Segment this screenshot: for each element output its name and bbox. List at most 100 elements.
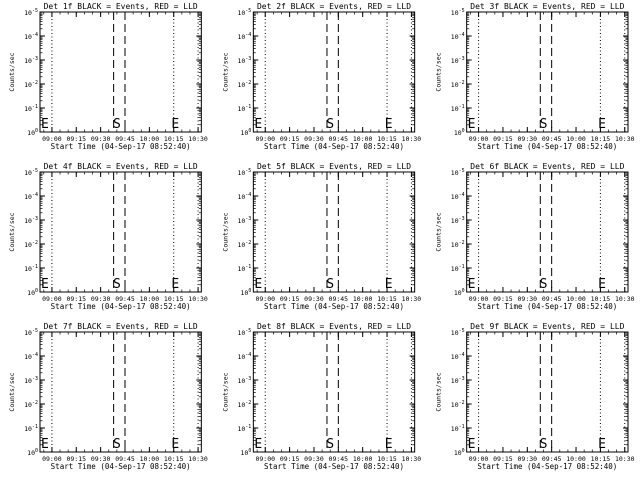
x-tick-label: 09:30 bbox=[91, 135, 111, 143]
marker-s: S bbox=[113, 437, 121, 452]
panel-title: Det 3f BLACK = Events, RED = LLD bbox=[470, 2, 624, 11]
plot-frame bbox=[466, 171, 629, 293]
y-tick-label: 10-1 bbox=[451, 424, 465, 433]
x-tick-label: 09:30 bbox=[304, 135, 324, 143]
x-tick-label: 10:30 bbox=[615, 135, 635, 143]
x-axis-label: Start Time (04-Sep-17 08:52:40) bbox=[477, 142, 617, 151]
x-tick-label: 10:00 bbox=[140, 455, 160, 463]
panel-title: Det 8f BLACK = Events, RED = LLD bbox=[257, 322, 411, 331]
x-tick-label: 09:30 bbox=[91, 295, 111, 303]
y-tick-label: 10-2 bbox=[451, 240, 465, 249]
x-axis-label: Start Time (04-Sep-17 08:52:40) bbox=[477, 302, 617, 311]
y-tick-label: 10-3 bbox=[24, 56, 38, 65]
y-tick-label: 10-3 bbox=[451, 376, 465, 385]
panel-title: Det 4f BLACK = Events, RED = LLD bbox=[44, 162, 198, 171]
y-tick-label: 10-3 bbox=[237, 376, 251, 385]
y-tick-label: 10-3 bbox=[24, 376, 38, 385]
y-tick-label: 100 bbox=[240, 448, 251, 457]
y-tick-label: 10-4 bbox=[24, 352, 38, 361]
panel-title: Det 9f BLACK = Events, RED = LLD bbox=[470, 322, 624, 331]
y-tick-label: 10-5 bbox=[24, 8, 38, 17]
x-tick-label: 10:00 bbox=[566, 295, 586, 303]
marker-e: E bbox=[171, 277, 179, 292]
y-tick-label: 10-5 bbox=[24, 328, 38, 337]
y-axis-label: Counts/sec bbox=[435, 212, 443, 251]
y-tick-label: 10-4 bbox=[237, 352, 251, 361]
y-axis-label: Counts/sec bbox=[8, 52, 16, 91]
x-tick-label: 09:00 bbox=[255, 135, 275, 143]
x-tick-label: 09:30 bbox=[518, 135, 538, 143]
y-tick-label: 100 bbox=[240, 128, 251, 137]
y-tick-label: 10-5 bbox=[237, 168, 251, 177]
x-axis-label: Start Time (04-Sep-17 08:52:40) bbox=[477, 462, 617, 471]
detector-panel: Det 7f BLACK = Events, RED = LLD 100 10-1 1… bbox=[8, 322, 208, 471]
marker-e: E bbox=[41, 437, 49, 452]
marker-s: S bbox=[326, 277, 334, 292]
y-tick-label: 10-2 bbox=[24, 400, 38, 409]
plot-frame bbox=[39, 11, 202, 133]
panel-title: Det 5f BLACK = Events, RED = LLD bbox=[257, 162, 411, 171]
detector-panel: Det 3f BLACK = Events, RED = LLD 100 10-1 1… bbox=[435, 2, 635, 151]
y-tick-label: 10-1 bbox=[237, 424, 251, 433]
marker-s: S bbox=[540, 277, 548, 292]
panel-title: Det 2f BLACK = Events, RED = LLD bbox=[257, 2, 411, 11]
y-tick-label: 10-4 bbox=[24, 192, 38, 201]
x-tick-label: 10:15 bbox=[377, 135, 397, 143]
x-tick-label: 09:30 bbox=[304, 455, 324, 463]
x-tick-label: 10:15 bbox=[377, 295, 397, 303]
x-tick-label: 09:45 bbox=[329, 135, 349, 143]
plot-frame bbox=[39, 331, 202, 453]
y-tick-label: 10-2 bbox=[24, 80, 38, 89]
marker-e: E bbox=[254, 277, 262, 292]
x-tick-label: 10:30 bbox=[402, 295, 422, 303]
y-tick-label: 10-1 bbox=[237, 104, 251, 113]
y-tick-label: 10-5 bbox=[24, 168, 38, 177]
x-tick-label: 09:00 bbox=[255, 295, 275, 303]
y-tick-label: 10-2 bbox=[451, 80, 465, 89]
y-tick-label: 10-4 bbox=[237, 192, 251, 201]
x-tick-label: 09:15 bbox=[280, 455, 300, 463]
x-tick-label: 10:00 bbox=[140, 295, 160, 303]
x-tick-label: 09:00 bbox=[469, 135, 489, 143]
panel-title: Det 1f BLACK = Events, RED = LLD bbox=[44, 2, 198, 11]
x-tick-label: 10:00 bbox=[353, 135, 373, 143]
y-tick-label: 10-1 bbox=[24, 424, 38, 433]
x-tick-label: 09:15 bbox=[280, 135, 300, 143]
y-axis-label: Counts/sec bbox=[221, 372, 229, 411]
marker-e: E bbox=[385, 277, 393, 292]
marker-s: S bbox=[326, 437, 334, 452]
x-axis-label: Start Time (04-Sep-17 08:52:40) bbox=[51, 462, 191, 471]
x-tick-label: 09:00 bbox=[42, 135, 62, 143]
x-tick-label: 09:15 bbox=[493, 135, 513, 143]
x-tick-label: 10:30 bbox=[188, 295, 208, 303]
marker-e: E bbox=[598, 277, 606, 292]
y-tick-label: 100 bbox=[454, 128, 465, 137]
x-tick-label: 09:45 bbox=[542, 135, 562, 143]
plot-frame bbox=[252, 171, 416, 293]
y-axis-label: Counts/sec bbox=[8, 212, 16, 251]
marker-e: E bbox=[598, 437, 606, 452]
plot-frame bbox=[252, 11, 416, 133]
x-tick-label: 09:45 bbox=[542, 295, 562, 303]
x-axis-label: Start Time (04-Sep-17 08:52:40) bbox=[51, 142, 191, 151]
y-tick-label: 10-3 bbox=[237, 216, 251, 225]
detector-panel: Det 9f BLACK = Events, RED = LLD 100 10-1 1… bbox=[435, 322, 635, 471]
marker-e: E bbox=[468, 277, 476, 292]
detector-panel: Det 1f BLACK = Events, RED = LLD 100 10-1 1… bbox=[8, 2, 208, 151]
y-tick-label: 10-4 bbox=[451, 192, 465, 201]
x-tick-label: 10:00 bbox=[140, 135, 160, 143]
y-axis-label: Counts/sec bbox=[221, 52, 229, 91]
x-tick-label: 09:30 bbox=[91, 455, 111, 463]
x-tick-label: 09:45 bbox=[115, 455, 135, 463]
y-tick-label: 10-5 bbox=[237, 328, 251, 337]
x-tick-label: 10:00 bbox=[566, 455, 586, 463]
x-tick-label: 09:00 bbox=[469, 455, 489, 463]
marker-e: E bbox=[171, 437, 179, 452]
x-tick-label: 09:15 bbox=[66, 295, 86, 303]
marker-s: S bbox=[540, 437, 548, 452]
x-axis-label: Start Time (04-Sep-17 08:52:40) bbox=[264, 462, 404, 471]
panel-title: Det 7f BLACK = Events, RED = LLD bbox=[44, 322, 198, 331]
y-axis-label: Counts/sec bbox=[221, 212, 229, 251]
x-tick-label: 10:15 bbox=[591, 295, 611, 303]
detector-panel: Det 8f BLACK = Events, RED = LLD 100 10-1 1… bbox=[221, 322, 421, 471]
